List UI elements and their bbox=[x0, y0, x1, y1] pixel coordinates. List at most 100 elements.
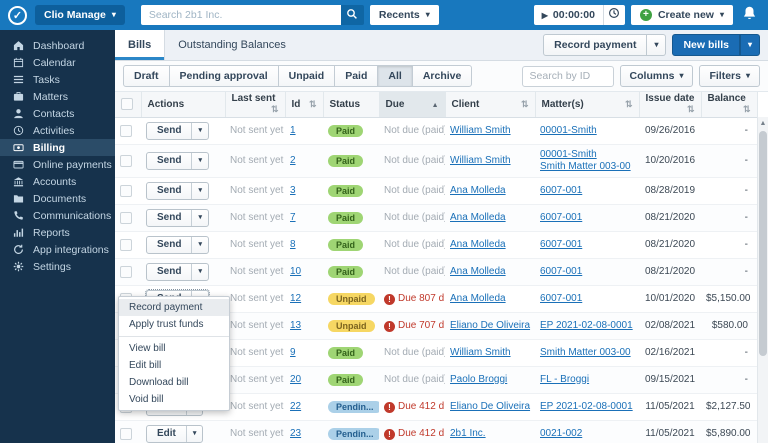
menu-item-download-bill[interactable]: Download bill bbox=[129, 377, 189, 388]
menu-item-view-bill[interactable]: View bill bbox=[129, 343, 166, 354]
row-action-button[interactable]: Send ▾ bbox=[146, 151, 209, 170]
client-link[interactable]: Eliano De Oliveira bbox=[450, 401, 531, 412]
recents-button[interactable]: Recents ▾ bbox=[369, 5, 439, 25]
create-new-button[interactable]: + Create new ▾ bbox=[630, 5, 733, 25]
column-header-due[interactable]: Due ▲ bbox=[379, 92, 446, 118]
bill-id-link[interactable]: 13 bbox=[290, 320, 302, 331]
sidebar-item-documents[interactable]: Documents bbox=[0, 190, 115, 207]
column-header-id[interactable]: Id ⇅ bbox=[285, 92, 324, 118]
client-link[interactable]: William Smith bbox=[450, 155, 511, 166]
client-link[interactable]: William Smith bbox=[450, 125, 511, 136]
row-action-button[interactable]: Send ▾ bbox=[146, 262, 209, 281]
sidebar-item-contacts[interactable]: Contacts bbox=[0, 105, 115, 122]
tab-bills[interactable]: Bills bbox=[115, 30, 166, 60]
client-link[interactable]: Ana Molleda bbox=[450, 293, 506, 304]
record-payment-button[interactable]: Record payment bbox=[543, 34, 648, 56]
filter-segment-draft[interactable]: Draft bbox=[123, 65, 170, 87]
sidebar-item-dashboard[interactable]: Dashboard bbox=[0, 37, 115, 54]
matter-link[interactable]: 6007-001 bbox=[540, 238, 583, 250]
record-payment-caret-button[interactable]: ▾ bbox=[647, 34, 667, 56]
timer-start-button[interactable]: ▶ 00:00:00 bbox=[534, 5, 603, 25]
filter-segment-all[interactable]: All bbox=[377, 65, 413, 87]
column-header-issue-date[interactable]: Issue date ⇅ bbox=[639, 92, 702, 118]
row-action-button[interactable]: Send ▾ bbox=[146, 235, 209, 254]
bill-id-link[interactable]: 22 bbox=[290, 401, 302, 412]
select-all-checkbox[interactable] bbox=[121, 98, 133, 111]
matter-link[interactable]: Smith Matter 003-00 bbox=[540, 346, 631, 358]
sidebar-item-matters[interactable]: Matters bbox=[0, 88, 115, 105]
matter-link[interactable]: 6007-001 bbox=[540, 292, 583, 304]
filter-segment-unpaid[interactable]: Unpaid bbox=[277, 65, 336, 87]
matter-link[interactable]: 6007-001 bbox=[540, 265, 583, 277]
bill-id-link[interactable]: 3 bbox=[290, 185, 296, 196]
menu-item-void-bill[interactable]: Void bill bbox=[129, 394, 164, 405]
row-checkbox[interactable] bbox=[120, 154, 132, 167]
row-action-button[interactable]: Send ▾ bbox=[146, 208, 209, 227]
filter-segment-pending-approval[interactable]: Pending approval bbox=[168, 65, 279, 87]
sidebar-item-accounts[interactable]: Accounts bbox=[0, 173, 115, 190]
sidebar-item-reports[interactable]: Reports bbox=[0, 224, 115, 241]
app-switcher-button[interactable]: Clio Manage ▾ bbox=[35, 5, 125, 25]
bill-id-link[interactable]: 1 bbox=[290, 125, 296, 136]
client-link[interactable]: Eliano De Oliveira bbox=[450, 320, 531, 331]
bill-id-link[interactable]: 23 bbox=[290, 428, 302, 439]
column-header-actions[interactable]: Actions bbox=[141, 92, 226, 118]
sidebar-item-communications[interactable]: Communications bbox=[0, 207, 115, 224]
bill-id-link[interactable]: 2 bbox=[290, 155, 296, 166]
column-header-status[interactable]: Status bbox=[323, 92, 380, 118]
sidebar-item-activities[interactable]: Activities bbox=[0, 122, 115, 139]
sidebar-item-tasks[interactable]: Tasks bbox=[0, 71, 115, 88]
matter-link[interactable]: 0021-002 bbox=[540, 427, 583, 439]
row-checkbox[interactable] bbox=[120, 124, 132, 137]
matter-link[interactable]: 6007-001 bbox=[540, 211, 583, 223]
matter-link[interactable]: 00001-Smith bbox=[540, 124, 597, 136]
bill-id-link[interactable]: 10 bbox=[290, 266, 302, 277]
row-action-button[interactable]: Send ▾ bbox=[146, 121, 209, 140]
new-bills-caret-button[interactable]: ▾ bbox=[739, 34, 760, 56]
bill-id-link[interactable]: 12 bbox=[290, 293, 302, 304]
tab-outstanding-balances[interactable]: Outstanding Balances bbox=[165, 30, 299, 60]
client-link[interactable]: Paolo Broggi bbox=[450, 374, 508, 385]
client-link[interactable]: Ana Molleda bbox=[450, 239, 506, 250]
matter-link[interactable]: FL - Broggi bbox=[540, 373, 590, 385]
notifications-button[interactable] bbox=[739, 5, 760, 25]
bill-id-link[interactable]: 20 bbox=[290, 374, 302, 385]
sidebar-item-app-integrations[interactable]: App integrations bbox=[0, 241, 115, 258]
column-header-last-sent[interactable]: Last sent ⇅ bbox=[225, 92, 286, 118]
vertical-scrollbar[interactable]: ▲ bbox=[757, 117, 768, 443]
new-bills-button[interactable]: New bills bbox=[672, 34, 740, 56]
column-header-matter-s[interactable]: Matter(s) ⇅ bbox=[535, 92, 640, 118]
client-link[interactable]: William Smith bbox=[450, 347, 511, 358]
matter-link[interactable]: EP 2021-02-08-0001 bbox=[540, 400, 633, 412]
bill-id-link[interactable]: 8 bbox=[290, 239, 296, 250]
row-checkbox[interactable] bbox=[120, 211, 132, 224]
matter-link[interactable]: Smith Matter 003-00 bbox=[540, 160, 631, 172]
sidebar-item-online-payments[interactable]: Online payments bbox=[0, 156, 115, 173]
sidebar-item-settings[interactable]: Settings bbox=[0, 258, 115, 275]
client-link[interactable]: Ana Molleda bbox=[450, 266, 506, 277]
column-header-balance[interactable]: Balance ⇅ bbox=[701, 92, 758, 118]
filter-segment-paid[interactable]: Paid bbox=[334, 65, 379, 87]
matter-link[interactable]: EP 2021-02-08-0001 bbox=[540, 319, 633, 331]
menu-item-edit-bill[interactable]: Edit bill bbox=[129, 360, 162, 371]
search-by-id-input[interactable] bbox=[521, 65, 614, 87]
timer-clock-button[interactable] bbox=[602, 5, 625, 25]
client-link[interactable]: Ana Molleda bbox=[450, 185, 506, 196]
bill-id-link[interactable]: 9 bbox=[290, 347, 296, 358]
column-header-client[interactable]: Client ⇅ bbox=[445, 92, 536, 118]
sidebar-item-billing[interactable]: Billing bbox=[0, 139, 115, 156]
menu-item-record-payment[interactable]: Record payment bbox=[119, 299, 229, 316]
client-link[interactable]: 2b1 Inc. bbox=[450, 428, 486, 439]
row-action-button[interactable]: Edit ▾ bbox=[146, 424, 204, 443]
row-checkbox[interactable] bbox=[120, 238, 132, 251]
filters-button[interactable]: Filters ▾ bbox=[699, 65, 760, 87]
bill-id-link[interactable]: 7 bbox=[290, 212, 296, 223]
filter-segment-archive[interactable]: Archive bbox=[411, 65, 473, 87]
row-checkbox[interactable] bbox=[120, 427, 132, 440]
row-checkbox[interactable] bbox=[120, 184, 132, 197]
client-link[interactable]: Ana Molleda bbox=[450, 212, 506, 223]
columns-button[interactable]: Columns ▾ bbox=[619, 65, 694, 87]
sidebar-item-calendar[interactable]: Calendar bbox=[0, 54, 115, 71]
matter-link[interactable]: 00001-Smith bbox=[540, 148, 597, 160]
menu-item-apply-trust-funds[interactable]: Apply trust funds bbox=[129, 319, 204, 330]
